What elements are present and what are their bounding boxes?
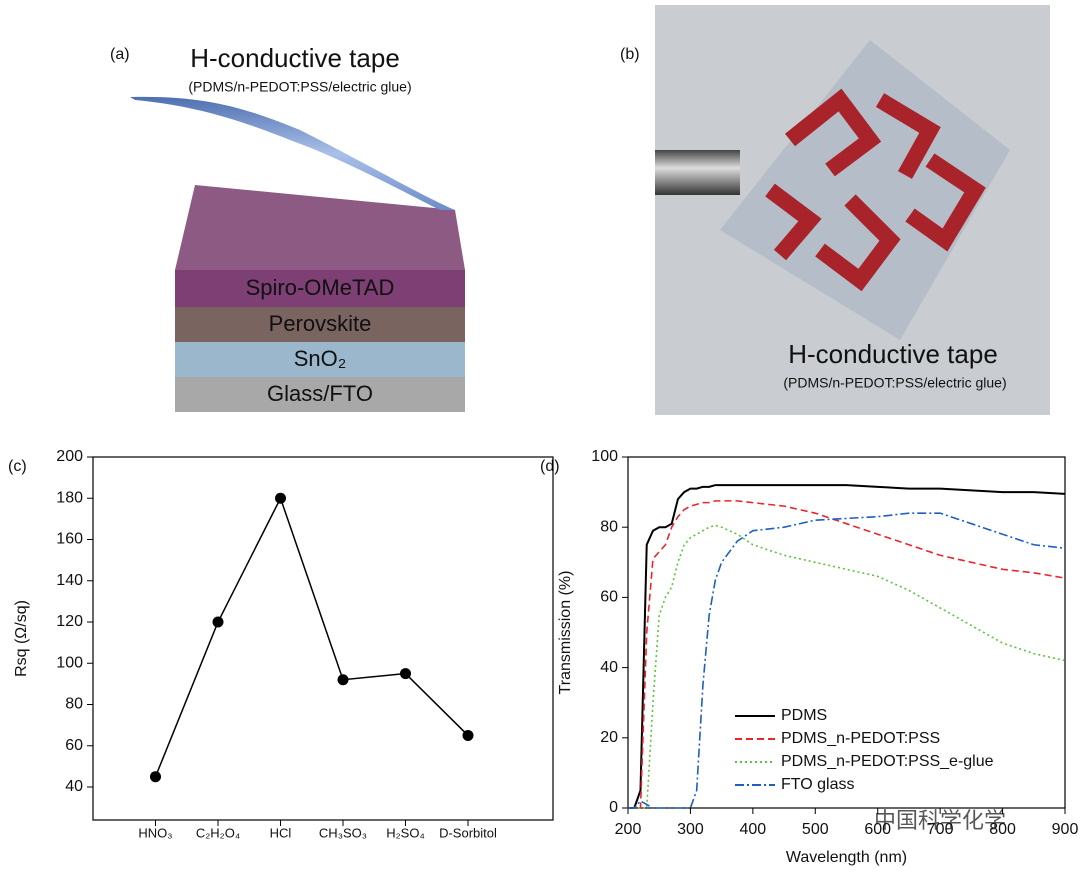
layer-label: Spiro-OMeTAD: [246, 275, 395, 300]
panel-title: H-conductive tape: [788, 339, 998, 369]
data-line: [154, 496, 469, 777]
layer-perovskite: [175, 307, 465, 342]
layer-spiro: [175, 270, 465, 307]
x-tick-label: D-Sorbitol: [439, 825, 497, 840]
legend-label: PDMS: [781, 707, 827, 724]
x-tick-label: 800: [989, 821, 1016, 838]
x-tick-label: H₂SO₄: [386, 825, 425, 840]
panel-b: (b) H-conductive tape (PDMS/n-PEDOT:PSS/…: [620, 5, 1050, 415]
y-tick-label: 60: [65, 737, 83, 754]
data-point: [212, 616, 224, 628]
x-tick-label: 900: [1052, 821, 1079, 838]
series-line: [628, 500, 1066, 809]
y-tick-label: 20: [600, 729, 618, 746]
x-tick-label: C₂H₂O₄: [196, 825, 240, 840]
layer-glass: [175, 377, 465, 412]
tape: [130, 96, 455, 210]
x-tick-label: 700: [927, 821, 954, 838]
legend-label: PDMS_n-PEDOT:PSS: [781, 730, 940, 747]
rod: [655, 150, 740, 195]
data-point: [400, 668, 411, 680]
plot-frame: [92, 456, 554, 821]
y-tick-label: 60: [600, 589, 618, 606]
x-tick-label: 200: [615, 821, 642, 838]
x-tick-label: CH₃SO₃: [319, 825, 367, 840]
top-face: [175, 185, 465, 270]
y-axis-label: Transmission (%): [557, 571, 574, 695]
series-line: [628, 484, 1066, 809]
y-tick-label: 200: [56, 448, 83, 465]
x-tick-label: 600: [864, 821, 891, 838]
x-tick-label: 500: [802, 821, 829, 838]
y-tick-label: 80: [65, 696, 83, 713]
data-point: [337, 674, 349, 686]
layer-label: SnO₂: [294, 346, 347, 371]
y-tick-label: 180: [56, 489, 83, 506]
series-line: [628, 524, 1066, 809]
layer-label: Perovskite: [269, 311, 372, 336]
y-tick-label: 40: [65, 778, 83, 795]
x-tick-label: 400: [740, 821, 767, 838]
y-tick-label: 0: [609, 799, 618, 816]
panel-label: (b): [620, 46, 640, 63]
y-tick-label: 140: [56, 572, 83, 589]
data-point: [150, 771, 161, 783]
x-tick-label: HNO₃: [138, 825, 172, 840]
y-tick-label: 40: [600, 659, 618, 676]
y-axis-label: Rsq (Ω/sq): [13, 600, 30, 677]
panel-label: (a): [110, 46, 130, 63]
panel-title: H-conductive tape: [190, 43, 400, 73]
plot-frame: [627, 456, 1066, 809]
tape-square: [720, 40, 1010, 340]
x-axis-label: Wavelength (nm): [786, 849, 907, 866]
legend-label: PDMS_n-PEDOT:PSS_e-glue: [781, 753, 994, 770]
panel-label: (d): [540, 458, 560, 475]
panel-a: (a) H-conductive tape (PDMS/n-PEDOT:PSS/…: [110, 43, 465, 412]
x-tick-label: HCl: [270, 825, 292, 840]
panel-subtitle: (PDMS/n-PEDOT:PSS/electric glue): [188, 79, 411, 95]
panel-label: (c): [8, 458, 27, 475]
layer-sno2: [175, 342, 465, 377]
layer-label: Glass/FTO: [267, 381, 373, 406]
legend-label: FTO glass: [781, 776, 855, 793]
panel-subtitle: (PDMS/n-PEDOT:PSS/electric glue): [783, 375, 1006, 391]
y-tick-label: 100: [591, 448, 618, 465]
y-tick-label: 100: [56, 654, 83, 671]
data-point: [462, 729, 474, 741]
x-tick-label: 300: [677, 821, 704, 838]
data-point: [275, 492, 286, 504]
logo: [765, 88, 986, 292]
y-tick-label: 80: [600, 518, 618, 535]
y-tick-label: 120: [56, 613, 83, 630]
y-tick-label: 160: [56, 531, 83, 548]
series-line: [628, 512, 1066, 809]
